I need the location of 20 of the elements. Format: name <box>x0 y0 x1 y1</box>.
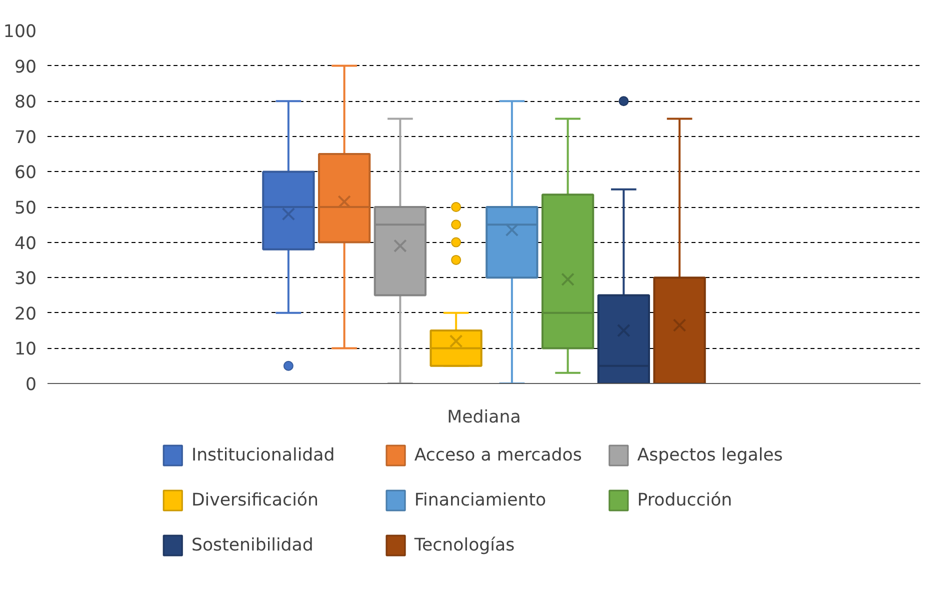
y-tick-label: 70 <box>14 128 37 148</box>
x-tick-label: Mediana <box>447 408 521 428</box>
legend-label: Financiamiento <box>414 490 546 510</box>
y-tick-label: 30 <box>14 269 37 290</box>
y-tick-label: 40 <box>14 234 37 254</box>
y-tick-label: 20 <box>14 304 37 324</box>
y-tick-label: 80 <box>14 92 37 113</box>
legend-label: Aspectos legales <box>637 446 783 466</box>
y-tick-label: 0 <box>25 375 37 395</box>
legend-label: Institucionalidad <box>191 446 335 466</box>
y-tick-label: 90 <box>14 57 37 78</box>
legend-label: Acceso a mercados <box>414 446 582 466</box>
legend-label: Producción <box>637 490 732 510</box>
y-tick-label: 50 <box>14 198 37 218</box>
y-tick-label: 60 <box>14 163 37 184</box>
legend-label: Tecnologías <box>413 536 515 556</box>
y-tick-label: 100 <box>3 22 37 42</box>
y-tick-label: 10 <box>14 340 37 360</box>
legend-label: Diversificación <box>191 490 318 510</box>
legend-label: Sostenibilidad <box>191 536 314 556</box>
